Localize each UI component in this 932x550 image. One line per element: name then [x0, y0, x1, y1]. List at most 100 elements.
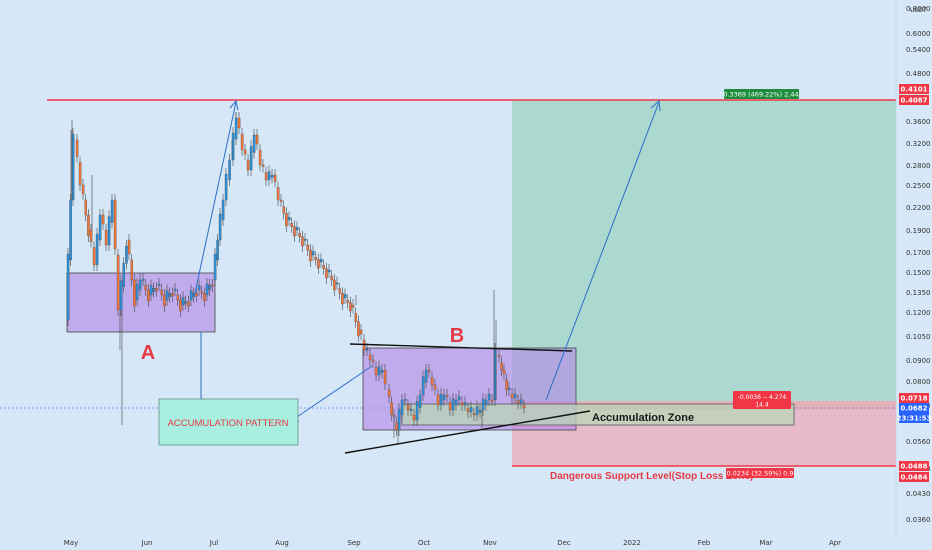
candle-down [322, 265, 326, 269]
candle-down [290, 223, 294, 227]
candle-down [160, 289, 164, 296]
price-tick: 0.4800 [906, 70, 931, 78]
candle-down [127, 239, 131, 255]
candle-up [119, 280, 123, 311]
candle-down [84, 199, 88, 216]
price-tick: 0.6000 [906, 30, 931, 38]
candle-down [246, 159, 250, 171]
candle-down [243, 149, 247, 155]
price-tick: 0.5400 [906, 46, 931, 54]
candle-down [78, 162, 82, 186]
price-tick: 0.0360 [906, 516, 931, 524]
label-a: A [141, 342, 155, 364]
candle-down [325, 268, 328, 279]
candle-down [309, 249, 312, 262]
candle-down [264, 172, 268, 181]
candle-down [383, 369, 387, 385]
candle-up [267, 171, 271, 181]
candle-up [197, 285, 201, 291]
price-tick: 0.2200 [906, 204, 931, 212]
price-tick: 0.1200 [906, 309, 931, 317]
candle-up [377, 366, 381, 376]
candle-down [349, 302, 352, 312]
candle-up [403, 398, 407, 401]
time-tick: Sep [347, 539, 361, 547]
candle-up [216, 239, 219, 261]
arrow-pump-a[interactable] [194, 101, 237, 294]
price-tag-bg [899, 95, 929, 105]
candle-up [507, 387, 511, 391]
candle-up [400, 399, 404, 416]
candle-down [81, 184, 85, 195]
time-tick: Dec [557, 539, 571, 547]
rr-badge-line1: -0.0036 -- 4.274 [738, 394, 787, 401]
candle-up [221, 199, 225, 221]
price-tag-text: 0.0484 [900, 474, 927, 482]
candle-down [133, 279, 136, 307]
pattern-label: ACCUMULATION PATTERN [168, 418, 289, 429]
candle-up [270, 174, 274, 178]
arrow-to-pattern[interactable] [290, 365, 373, 422]
candle-up [327, 269, 331, 273]
candle-up [478, 409, 482, 413]
candle-up [95, 233, 99, 266]
pattern-label-box[interactable] [158, 398, 299, 446]
candle-up [295, 227, 299, 231]
price-tick: 0.1350 [906, 289, 931, 297]
time-tick: Oct [418, 539, 430, 547]
price-tag-bg [899, 472, 929, 482]
candle-down [374, 367, 378, 376]
candle-down [301, 236, 304, 247]
candle-up [122, 263, 126, 287]
candle-down [276, 187, 280, 201]
candle-up [107, 216, 111, 246]
candle-down [116, 254, 120, 311]
time-tick: May [64, 539, 78, 547]
candle-down [279, 199, 283, 202]
candle-up [135, 283, 139, 301]
candle-up [475, 406, 479, 416]
candle-down [497, 354, 501, 357]
candle-up [165, 290, 169, 301]
candle-down [368, 354, 372, 361]
candle-down [341, 293, 344, 305]
candle-down [200, 291, 204, 294]
candle-down [195, 293, 198, 297]
candle-down [211, 284, 214, 287]
candle-up [234, 117, 238, 140]
candle-down [427, 369, 431, 372]
candle-down [113, 199, 117, 250]
candles-group [66, 112, 526, 445]
candle-up [69, 199, 72, 261]
candle-down [445, 394, 449, 397]
upper-trendline[interactable] [349, 343, 573, 352]
candle-down [460, 402, 464, 406]
candle-up [189, 290, 193, 301]
stop-badge-text: 0.0234 (32.59%) 0.9 [726, 470, 793, 478]
candle-down [155, 288, 158, 292]
time-tick: Mar [759, 539, 772, 547]
candle-up [409, 408, 413, 411]
candle-down [282, 206, 286, 214]
lower-trendline[interactable] [344, 410, 591, 454]
candle-down [502, 369, 506, 375]
candle-up [181, 297, 185, 306]
candle-up [252, 134, 256, 153]
candle-up [205, 283, 209, 296]
candle-down [354, 313, 358, 322]
price-tag: 0.0682 [899, 403, 929, 413]
time-axis[interactable] [0, 536, 932, 550]
candle-down [333, 279, 336, 291]
arrow-target[interactable] [545, 101, 660, 401]
candle-down [433, 384, 437, 390]
currency-label: USDT [910, 7, 927, 14]
price-tag-text: 0.4101 [900, 86, 927, 94]
candle-down [130, 259, 134, 281]
candle-up [311, 251, 315, 256]
candle-up [454, 399, 458, 406]
candle-up [213, 253, 217, 281]
candle-up [481, 398, 485, 411]
candle-down [371, 359, 375, 362]
